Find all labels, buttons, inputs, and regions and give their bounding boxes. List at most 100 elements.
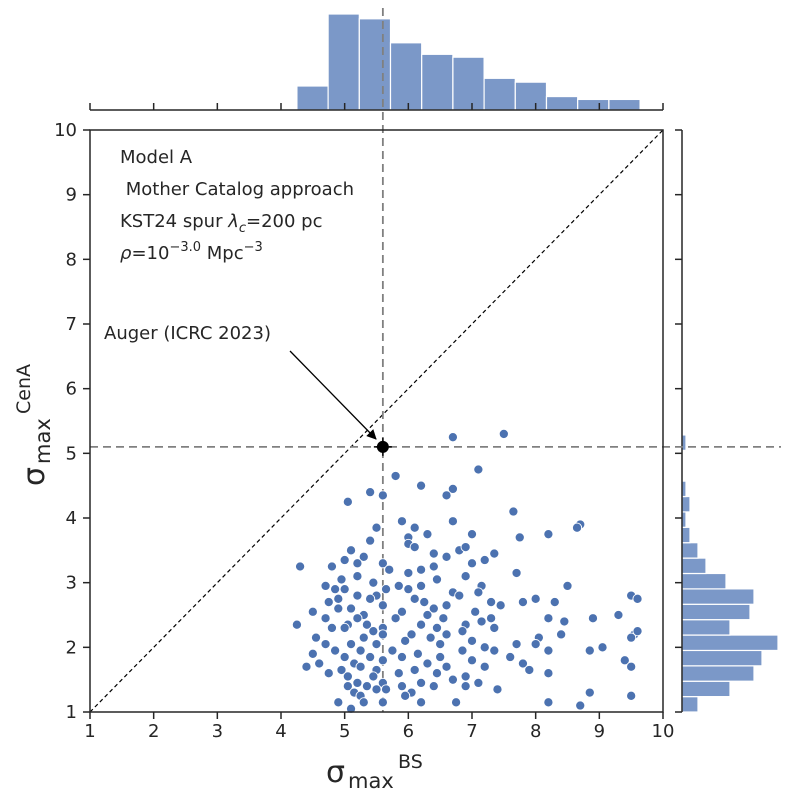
scatter-point [368,626,379,637]
scatter-point [587,613,599,624]
right-histogram-bar [681,526,691,544]
scatter-point [310,632,322,643]
scatter-point [489,622,500,633]
scatter-point [543,613,554,624]
scatter-point [406,629,417,640]
scatter-point [479,642,490,653]
scatter-point [377,600,388,611]
scatter-point [416,619,427,630]
scatter-point [409,522,420,533]
right-histogram-ticks [675,129,682,713]
scatter-point [486,597,497,608]
svg-text:BS: BS [398,751,423,773]
svg-text:σ: σ [326,755,345,790]
scatter-point [473,677,484,688]
scatter-point [457,626,468,637]
scatter-point [559,616,570,627]
scatter-point [416,564,427,575]
scatter-point [365,593,376,604]
scatter-point [361,619,373,630]
scatter-point [333,593,344,604]
scatter-point [377,697,388,708]
scatter-point [330,584,341,595]
svg-text:CenA: CenA [13,364,35,414]
scatter-point [361,681,373,692]
top-histogram-bar [545,95,579,111]
svg-text:σ: σ [17,467,52,486]
scatter-point [428,548,439,559]
right-marginal-histogram [681,434,779,713]
scatter-point [377,558,388,569]
scatter-point [473,464,484,475]
right-histogram-bar [681,634,779,652]
scatter-point [342,496,353,507]
scatter-point [371,522,382,533]
scatter-point [390,613,401,624]
scatter-point [403,584,414,595]
right-histogram-bar [681,665,755,682]
scatter-point [441,600,452,611]
scatter-point [431,574,443,585]
scatter-point [342,671,353,682]
scatter-point [428,681,439,692]
y-tick-label: 10 [54,120,77,141]
scatter-point [479,554,490,566]
y-tick-label: 4 [66,508,77,529]
scatter-point [396,606,408,617]
annotation-line-3: KST24 spur λc=200 pc [120,211,322,236]
scatter-point [626,661,637,672]
scatter-point [454,590,465,601]
scatter-point [460,542,471,553]
top-histogram-bar [577,98,610,111]
scatter-point [470,606,481,617]
scatter-point [355,661,366,672]
scatter-point [409,593,420,604]
annotation-block: Model A Mother Catalog approach KST24 sp… [120,147,354,264]
scatter-point [330,645,341,656]
scatter-point [320,580,331,591]
scatter-point [400,635,411,646]
x-axis-label: σ max BS [326,751,423,793]
scatter-point [431,622,443,633]
right-histogram-bar [681,495,691,513]
right-histogram-bar [681,572,727,590]
scatter-point [543,529,554,540]
scatter-point [447,432,458,443]
scatter-point [358,697,369,708]
scatter-point [368,671,379,682]
scatter-point [336,664,347,676]
scatter-point [333,603,344,614]
scatter-point [400,690,411,701]
scatter-point [517,658,528,669]
scatter-point [466,558,478,569]
diagonal-line [89,129,664,713]
scatter-point [371,639,382,650]
scatter-point [447,483,458,494]
top-histogram-bar [452,56,485,111]
scatter-point [460,681,471,692]
right-histogram-bar [681,542,699,559]
scatter-point [355,645,366,656]
scatter-point [396,516,408,527]
x-tick-label: 4 [275,721,286,742]
x-tick-label: 5 [339,721,350,742]
scatter-point [326,561,337,572]
scatter-point [384,564,395,575]
scatter-point [584,645,595,656]
scatter-point [613,609,624,621]
scatter-point [422,658,433,669]
y-axis-label: σ max CenA [13,364,55,486]
y-axis-ticks: 1 2 3 4 5 6 7 8 9 10 [54,120,90,723]
scatter-point [597,642,608,653]
scatter-point [358,551,369,562]
scatter-point [619,655,630,666]
scatter-point [416,480,427,491]
scatter-point [441,551,452,562]
top-histogram-bar [514,81,548,111]
scatter-point [377,655,388,666]
scatter-point [428,603,439,614]
scatter-point [380,684,392,695]
scatter-point [409,542,420,553]
scatter-point [530,593,541,604]
scatter-point [524,664,535,676]
